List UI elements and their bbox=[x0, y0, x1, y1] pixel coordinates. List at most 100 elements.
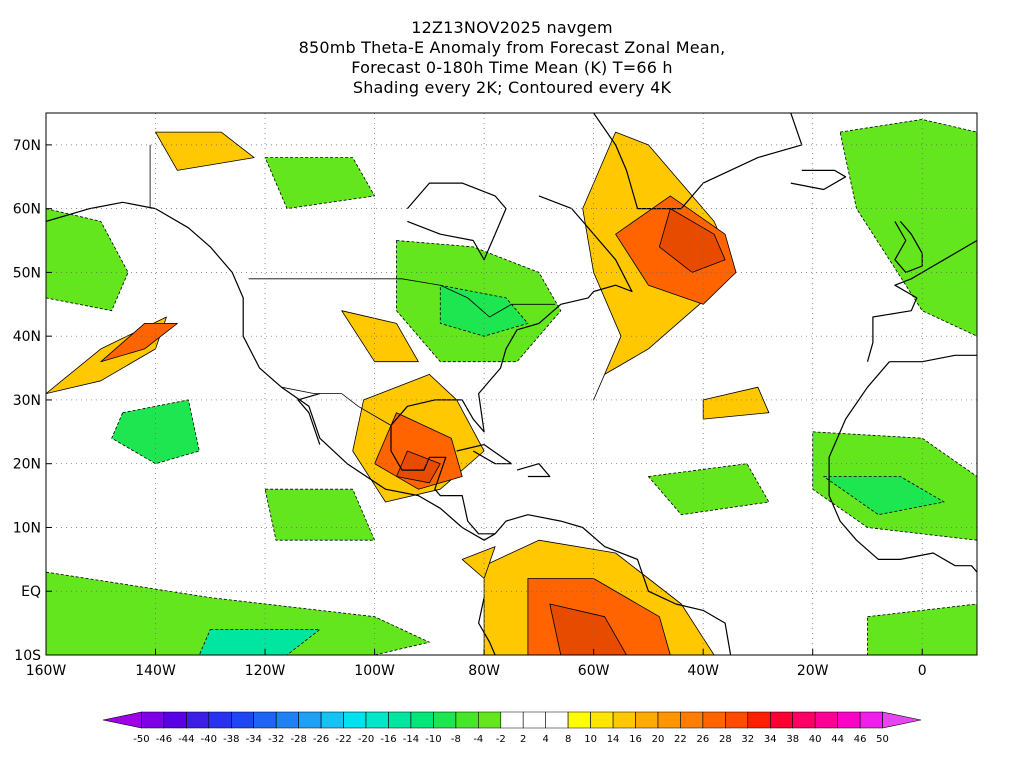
anomaly-shading-layer bbox=[46, 119, 977, 655]
y-tick-label: 70N bbox=[13, 138, 41, 154]
warm-anomaly-region-2 bbox=[659, 208, 726, 273]
colorbar-label: -10 bbox=[425, 734, 441, 745]
x-tick-label: 0 bbox=[918, 663, 927, 679]
colorbar-label: -16 bbox=[380, 734, 396, 745]
colorbar-swatch bbox=[275, 711, 300, 729]
colorbar-swatch bbox=[343, 711, 367, 729]
colorbar-swatch bbox=[859, 711, 883, 729]
border-1 bbox=[281, 386, 392, 426]
colorbar-swatch bbox=[231, 711, 254, 729]
colorbar-swatch bbox=[388, 711, 412, 729]
map-axes: 160W 140W 120W 100W 80W 60W 40W 20W 0 10S EQ 10N 20N… bbox=[13, 138, 927, 679]
colorbar-label: -8 bbox=[451, 734, 461, 745]
colorbar-swatch bbox=[410, 711, 434, 729]
map-frame bbox=[45, 112, 978, 656]
colorbar-label: -20 bbox=[358, 734, 374, 745]
coastline-14 bbox=[828, 361, 977, 573]
colorbar-label: 50 bbox=[876, 734, 889, 745]
coastline-10 bbox=[593, 113, 639, 209]
cool-anomaly-region-18 bbox=[111, 399, 200, 465]
cool-anomaly-region-17 bbox=[46, 208, 129, 312]
colorbar-swatch bbox=[365, 711, 389, 729]
colorbar-label: 26 bbox=[697, 734, 710, 745]
warm-anomaly-region-4 bbox=[374, 412, 463, 490]
colorbar-label: -38 bbox=[223, 734, 239, 745]
colorbar-label: -28 bbox=[290, 734, 306, 745]
colorbar-swatch bbox=[635, 711, 659, 729]
colorbar-label: 44 bbox=[831, 734, 844, 745]
warm-anomaly-region-11 bbox=[155, 131, 255, 171]
colorbar-swatch bbox=[320, 711, 344, 729]
colorbar-label: -22 bbox=[335, 734, 351, 745]
colorbar-swatch bbox=[500, 711, 524, 729]
coastline-4 bbox=[494, 514, 732, 655]
colorbar-label: -2 bbox=[496, 734, 506, 745]
coastline-9 bbox=[637, 113, 803, 210]
colorbar-label: 16 bbox=[629, 734, 642, 745]
cool-anomaly-region-20 bbox=[823, 476, 945, 516]
colorbar-swatch bbox=[814, 711, 838, 729]
coastline-0 bbox=[46, 201, 496, 541]
coastline-7 bbox=[516, 463, 551, 478]
colorbar-swatch bbox=[590, 711, 614, 729]
colorbar-swatch bbox=[455, 711, 479, 729]
colorbar-label: -14 bbox=[403, 734, 419, 745]
colorbar-swatch bbox=[253, 711, 277, 729]
colorbar-label: 20 bbox=[652, 734, 665, 745]
x-tick-label: 80W bbox=[468, 663, 500, 679]
colorbar-label: -26 bbox=[313, 734, 329, 745]
y-tick-label: 40N bbox=[13, 329, 41, 345]
colorbar: -50 -46 -44 -40 -38 -34 -32 -28 -26 -22 -20 -16 -14-… bbox=[102, 711, 922, 745]
x-tick-label: 160W bbox=[26, 663, 67, 679]
colorbar-swatch bbox=[724, 711, 749, 729]
colorbar-label: 22 bbox=[674, 734, 687, 745]
colorbar-swatch bbox=[702, 711, 726, 729]
colorbar-swatch bbox=[769, 711, 794, 729]
cool-anomaly-region-26 bbox=[264, 488, 376, 541]
x-tick-label: 100W bbox=[354, 663, 395, 679]
colorbar-swatch bbox=[657, 711, 681, 729]
colorbar-swatch bbox=[477, 711, 502, 729]
warm-anomaly-region-12 bbox=[341, 310, 419, 363]
colorbar-swatch bbox=[141, 711, 165, 729]
coastline-3 bbox=[390, 195, 633, 433]
colorbar-swatch bbox=[163, 711, 187, 729]
cool-anomaly-region-16 bbox=[439, 284, 529, 337]
y-tick-label: 60N bbox=[13, 202, 41, 218]
colorbar-label: 14 bbox=[607, 734, 620, 745]
colorbar-label: -4 bbox=[473, 734, 483, 745]
coastline-layer bbox=[46, 113, 977, 655]
warm-anomaly-region-14 bbox=[461, 546, 496, 579]
colorbar-swatch bbox=[433, 711, 457, 729]
colorbar-swatch bbox=[102, 711, 142, 729]
colorbar-label: 2 bbox=[520, 734, 526, 745]
colorbar-label: 38 bbox=[786, 734, 799, 745]
colorbar-label: 32 bbox=[741, 734, 754, 745]
coastline-2 bbox=[390, 425, 496, 535]
coastline-12 bbox=[866, 239, 977, 362]
x-tick-label: 20W bbox=[797, 663, 829, 679]
colorbar-swatch bbox=[792, 711, 816, 729]
colorbar-label: -46 bbox=[156, 734, 172, 745]
colorbar-label: -34 bbox=[246, 734, 262, 745]
map-title-line-1: 12Z13NOV2025 navgem bbox=[411, 18, 613, 37]
colorbar-label: 46 bbox=[854, 734, 867, 745]
colorbar-label: 40 bbox=[809, 734, 822, 745]
colorbar-label: 8 bbox=[565, 734, 571, 745]
colorbar-label: 34 bbox=[764, 734, 777, 745]
coastline-5 bbox=[478, 597, 496, 655]
colorbar-swatch bbox=[522, 711, 547, 729]
cool-anomaly-region-24 bbox=[867, 603, 977, 655]
x-tick-label: 40W bbox=[687, 663, 719, 679]
colorbar-label: 4 bbox=[542, 734, 548, 745]
y-tick-label: EQ bbox=[21, 584, 41, 600]
colorbar-label: 10 bbox=[584, 734, 597, 745]
colorbar-swatch bbox=[747, 711, 771, 729]
colorbar-swatch bbox=[612, 711, 636, 729]
y-tick-label: 10N bbox=[13, 520, 41, 536]
x-tick-label: 60W bbox=[578, 663, 610, 679]
y-tick-label: 50N bbox=[13, 265, 41, 281]
warm-anomaly-region-10 bbox=[100, 322, 178, 363]
warm-anomaly-region-8 bbox=[549, 603, 627, 655]
